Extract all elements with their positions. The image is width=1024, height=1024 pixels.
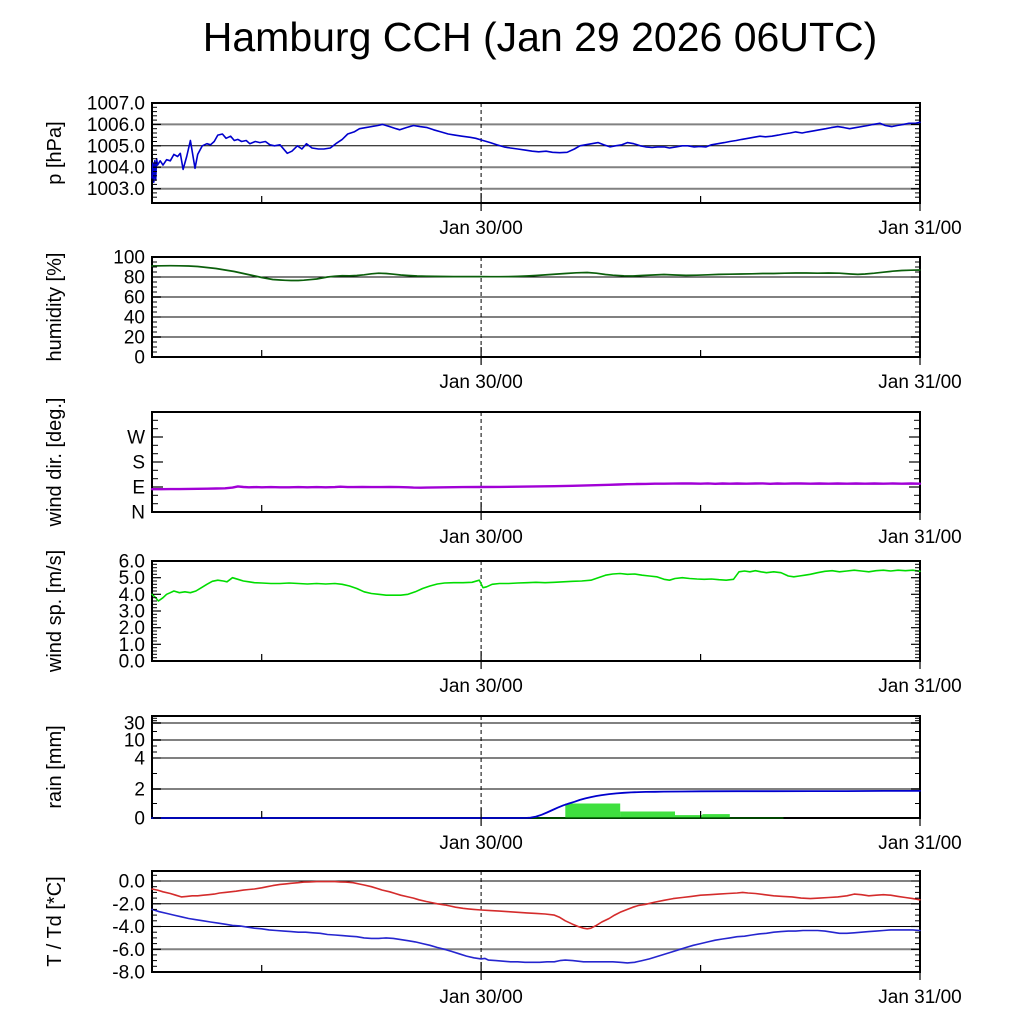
y-tick-label: 4.0: [119, 585, 145, 606]
series-wind-speed: [151, 569, 921, 602]
y-tick-label: -4.0: [112, 917, 145, 938]
rain-bar: [620, 811, 675, 818]
y-tick-label: N: [131, 503, 145, 524]
y-tick-label: 100: [113, 248, 145, 269]
y-tick-label: 2.0: [119, 618, 145, 639]
y-tick-label: 1004.0: [87, 158, 145, 179]
y-tick-label: 0: [134, 348, 145, 369]
y-tick-label: E: [132, 478, 145, 499]
y-tick-label: 0.0: [119, 872, 145, 893]
rain-bar: [565, 803, 621, 818]
panel-frame: [151, 715, 921, 819]
y-tick-label: 40: [124, 308, 145, 329]
y-tick-label: 0: [134, 809, 145, 830]
y-tick-label: 1003.0: [87, 179, 145, 200]
y-tick-label: -2.0: [112, 894, 145, 915]
rain-bar: [675, 815, 703, 818]
panel-frame: [151, 411, 921, 513]
x-tick-label: Jan 30/00: [439, 987, 522, 1008]
panel-frame: [151, 256, 921, 358]
y-axis-title-temperature: T / Td [*C]: [44, 876, 66, 966]
series-relative-humidity: [151, 264, 921, 282]
y-tick-label: 6.0: [119, 552, 145, 573]
y-tick-label: 1007.0: [87, 94, 145, 115]
x-tick-label: Jan 30/00: [439, 676, 522, 697]
series-dew-point: [151, 908, 921, 964]
x-tick-label: Jan 30/00: [439, 218, 522, 239]
y-axis-title-windspeed: wind sp. [m/s]: [44, 550, 66, 673]
x-tick-label: Jan 30/00: [439, 527, 522, 548]
y-tick-label: 1006.0: [87, 115, 145, 136]
panel-temperature: 0.0-2.0-4.0-6.0-8.0 Jan 30/00 Jan 31/00 T /…: [44, 870, 962, 1008]
series-pressure: [151, 121, 921, 183]
y-tick-label: 60: [124, 288, 145, 309]
y-tick-label: -8.0: [112, 963, 145, 984]
y-tick-label: 10: [124, 731, 145, 752]
x-tick-label: Jan 31/00: [878, 676, 961, 697]
panel-windspeed: 0.01.02.03.04.05.06.0 Jan 30/00 Jan 31/00 w…: [44, 550, 962, 697]
series-wind-direction: [150, 482, 922, 491]
y-tick-label: 20: [124, 328, 145, 349]
x-tick-label: Jan 31/00: [878, 372, 961, 393]
y-tick-label: S: [132, 453, 145, 474]
y-tick-label: 30: [124, 714, 145, 735]
y-axis-title-humidity: humidity [%]: [44, 253, 66, 362]
panel-frame: [151, 102, 921, 204]
x-tick-label: Jan 31/00: [878, 218, 961, 239]
y-tick-label: 4: [134, 749, 145, 770]
y-tick-label: 1.0: [119, 635, 145, 656]
y-tick-label: 0.0: [119, 652, 145, 673]
panel-frame: [151, 870, 921, 973]
series-rain-accumulated: [151, 790, 921, 819]
y-axis-title-pressure: p [hPa]: [44, 121, 66, 184]
y-axis-title-rain: rain [mm]: [44, 725, 66, 808]
x-tick-label: Jan 30/00: [439, 372, 522, 393]
y-tick-label: 80: [124, 268, 145, 289]
y-tick-label: W: [127, 428, 145, 449]
y-tick-label: 1005.0: [87, 136, 145, 157]
series-temperature: [151, 880, 921, 930]
y-tick-label: 5.0: [119, 568, 145, 589]
y-tick-label: -6.0: [112, 940, 145, 961]
y-tick-label: 3.0: [119, 602, 145, 623]
x-tick-label: Jan 31/00: [878, 527, 961, 548]
y-axis-title-winddir: wind dir. [deg.]: [44, 398, 66, 528]
x-tick-label: Jan 31/00: [878, 987, 961, 1008]
panel-frame: [151, 560, 921, 662]
rain-bar: [702, 814, 730, 818]
chart-title: Hamburg CCH (Jan 29 2026 06UTC): [202, 14, 878, 60]
x-tick-label: Jan 31/00: [878, 833, 961, 854]
x-tick-label: Jan 30/00: [439, 833, 522, 854]
y-tick-label: 2: [134, 780, 145, 801]
